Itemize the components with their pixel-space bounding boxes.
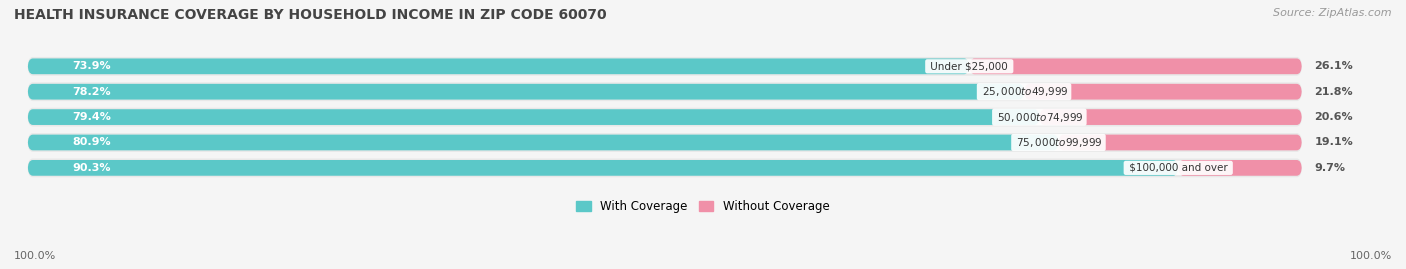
Text: 9.7%: 9.7% — [1315, 163, 1346, 173]
FancyBboxPatch shape — [28, 158, 1302, 177]
FancyBboxPatch shape — [28, 57, 1302, 76]
Text: Under $25,000: Under $25,000 — [928, 61, 1011, 71]
Text: $75,000 to $99,999: $75,000 to $99,999 — [1014, 136, 1104, 149]
Text: 100.0%: 100.0% — [14, 251, 56, 261]
Text: 20.6%: 20.6% — [1315, 112, 1353, 122]
FancyBboxPatch shape — [28, 134, 1059, 150]
FancyBboxPatch shape — [1039, 109, 1302, 125]
Legend: With Coverage, Without Coverage: With Coverage, Without Coverage — [572, 195, 834, 218]
FancyBboxPatch shape — [969, 58, 1302, 74]
Text: 80.9%: 80.9% — [72, 137, 111, 147]
Text: 26.1%: 26.1% — [1315, 61, 1354, 71]
FancyBboxPatch shape — [28, 108, 1302, 126]
Text: 19.1%: 19.1% — [1315, 137, 1354, 147]
Text: $50,000 to $74,999: $50,000 to $74,999 — [994, 111, 1084, 123]
FancyBboxPatch shape — [28, 82, 1302, 101]
FancyBboxPatch shape — [28, 84, 1024, 100]
Text: $100,000 and over: $100,000 and over — [1126, 163, 1230, 173]
FancyBboxPatch shape — [1024, 84, 1302, 100]
FancyBboxPatch shape — [28, 133, 1302, 152]
FancyBboxPatch shape — [28, 160, 1178, 176]
Text: 21.8%: 21.8% — [1315, 87, 1353, 97]
Text: 73.9%: 73.9% — [72, 61, 111, 71]
FancyBboxPatch shape — [28, 109, 1039, 125]
Text: Source: ZipAtlas.com: Source: ZipAtlas.com — [1274, 8, 1392, 18]
FancyBboxPatch shape — [28, 58, 969, 74]
Text: 79.4%: 79.4% — [72, 112, 111, 122]
Text: HEALTH INSURANCE COVERAGE BY HOUSEHOLD INCOME IN ZIP CODE 60070: HEALTH INSURANCE COVERAGE BY HOUSEHOLD I… — [14, 8, 606, 22]
FancyBboxPatch shape — [1178, 160, 1302, 176]
Text: 100.0%: 100.0% — [1350, 251, 1392, 261]
FancyBboxPatch shape — [1059, 134, 1302, 150]
Text: 90.3%: 90.3% — [72, 163, 111, 173]
Text: $25,000 to $49,999: $25,000 to $49,999 — [979, 85, 1069, 98]
Text: 78.2%: 78.2% — [72, 87, 111, 97]
